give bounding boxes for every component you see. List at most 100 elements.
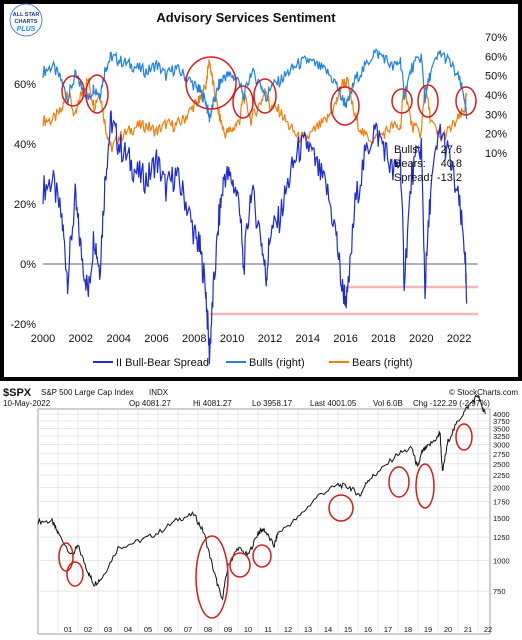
spx-x-tick-label: 17 xyxy=(384,625,392,634)
left-tick-label: 40% xyxy=(14,139,36,151)
spx-y-tick-label: 1500 xyxy=(493,514,510,523)
spx-y-tick-label: 4000 xyxy=(493,410,510,419)
highlight-circle-2002 xyxy=(85,74,109,114)
x-tick-label: 2000 xyxy=(31,333,55,345)
x-tick-label: 2002 xyxy=(69,333,93,345)
spx-y-tick-label: 2500 xyxy=(493,460,510,469)
stat-last: Last 4001.05 xyxy=(310,399,357,408)
spx-x-tick-label: 14 xyxy=(324,625,332,634)
highlight-circle-2020 xyxy=(417,84,439,118)
left-axis-ticks: 60% 40% 20% 0% -20% -40% xyxy=(10,79,36,381)
legend: II Bull-Bear Spread Bulls (right) Bears … xyxy=(93,357,413,369)
spx-y-tick-label: 3000 xyxy=(493,441,510,450)
right-tick-label: 40% xyxy=(485,90,507,102)
logo-line2: CHARTS xyxy=(15,19,38,25)
spx-x-tick-label: 10 xyxy=(244,625,252,634)
spx-y-tick-label: 1000 xyxy=(493,557,510,566)
readout-bulls-label: Bulls: xyxy=(394,144,421,156)
spx-plot-area xyxy=(37,408,491,635)
spx-date: 10-May-2022 xyxy=(3,399,51,408)
spx-exchange: INDX xyxy=(149,388,169,397)
highlight-circle-2008 xyxy=(185,56,237,110)
spx-highlight-circles xyxy=(58,423,473,619)
spx-x-tick-label: 05 xyxy=(144,625,152,634)
stat-low: Lo 3958.17 xyxy=(252,399,293,408)
spx-x-tick-label: 19 xyxy=(424,625,432,634)
left-tick-label: -20% xyxy=(10,319,36,331)
spx-y-tick-label: 1750 xyxy=(493,498,510,507)
highlight-circle-2010 xyxy=(232,85,254,119)
spx-circle-2019 xyxy=(388,466,410,498)
spx-price-line xyxy=(37,394,486,601)
right-tick-label: 20% xyxy=(485,129,507,141)
x-tick-label: 2022 xyxy=(447,333,471,345)
bulls-series-line xyxy=(42,48,468,123)
spx-x-tick-label: 01 xyxy=(64,625,72,634)
legend-label-bulls: Bulls (right) xyxy=(249,357,305,369)
spx-x-axis-ticks: 01 02 03 04 05 06 07 08 09 10 11 12 13 14 15 16 17 18 19 20… xyxy=(64,625,492,634)
spx-y-tick-label: 750 xyxy=(493,587,506,596)
readout-box: Bulls: 27.6 Bears: 40.8 Spread: -13.2 xyxy=(394,144,462,184)
highlight-circle-2011 xyxy=(253,78,277,114)
right-axis-ticks: 70% 60% 50% 40% 30% 20% 10% xyxy=(485,32,507,160)
x-tick-label: 2014 xyxy=(296,333,320,345)
spx-y-tick-label: 1250 xyxy=(493,533,510,542)
highlight-circle-2001 xyxy=(61,75,85,107)
spx-x-tick-label: 08 xyxy=(204,625,212,634)
bears-series-line xyxy=(42,59,468,153)
stat-volume: Vol 6.0B xyxy=(373,399,403,408)
spx-x-tick-label: 09 xyxy=(224,625,232,634)
logo-line1: ALL STAR xyxy=(13,12,40,18)
left-tick-label: 60% xyxy=(14,79,36,91)
spx-y-tick-label: 3750 xyxy=(493,417,510,426)
x-tick-label: 2018 xyxy=(371,333,395,345)
stat-high: Hi 4081.27 xyxy=(193,399,232,408)
chart-title: Advisory Services Sentiment xyxy=(156,10,336,25)
right-tick-label: 10% xyxy=(485,148,507,160)
spx-x-tick-label: 16 xyxy=(364,625,372,634)
right-tick-label: 70% xyxy=(485,32,507,44)
spx-x-tick-label: 15 xyxy=(344,625,352,634)
spx-y-tick-label: 3500 xyxy=(493,424,510,433)
spx-circle-2020 xyxy=(415,463,435,509)
x-tick-label: 2012 xyxy=(258,333,282,345)
spx-x-tick-label: 03 xyxy=(104,625,112,634)
sentiment-chart: ALL STAR CHARTS PLUS Advisory Services S… xyxy=(9,3,507,381)
spx-x-tick-label: 20 xyxy=(444,625,452,634)
x-tick-label: 2016 xyxy=(333,333,357,345)
right-tick-label: 50% xyxy=(485,71,507,83)
spx-source: © StockCharts.com xyxy=(449,388,518,397)
readout-spread-label: Spread: xyxy=(394,172,433,184)
readout-bears-value: 40.8 xyxy=(441,158,462,170)
spx-x-tick-label: 07 xyxy=(184,625,192,634)
spx-x-tick-label: 04 xyxy=(124,625,132,634)
spx-y-tick-label: 2750 xyxy=(493,450,510,459)
left-tick-label: 20% xyxy=(14,199,36,211)
spx-circle-2002 xyxy=(66,561,84,587)
spx-circle-2010 xyxy=(229,552,251,578)
stat-open: Op 4081.27 xyxy=(129,399,171,408)
right-tick-label: 60% xyxy=(485,51,507,63)
spx-x-tick-label: 22 xyxy=(484,625,492,634)
x-tick-label: 2020 xyxy=(409,333,433,345)
spx-symbol: $SPX xyxy=(3,387,32,399)
right-tick-label: 30% xyxy=(485,109,507,121)
stat-change: Chg -122.29 (-2.97%) xyxy=(413,399,490,408)
sentiment-highlight-circles xyxy=(61,56,477,126)
highlight-circle-2022 xyxy=(455,86,477,116)
left-tick-label: 0% xyxy=(20,259,36,271)
x-axis-ticks: 2000 2002 2004 2006 2008 2010 2012 2014 2016 2018… xyxy=(31,333,472,345)
spx-y-tick-label: 2000 xyxy=(493,483,510,492)
spx-x-tick-label: 11 xyxy=(264,625,272,634)
readout-bulls-value: 27.6 xyxy=(441,144,462,156)
spx-stats: Op 4081.27 Hi 4081.27 Lo 3958.17 Last 40… xyxy=(129,399,490,408)
highlight-circle-2016 xyxy=(330,86,360,126)
logo-line3: PLUS xyxy=(17,26,36,33)
spx-circle-2016 xyxy=(328,494,354,522)
spx-circle-2009 xyxy=(195,535,229,619)
spx-x-tick-label: 21 xyxy=(464,625,472,634)
spx-circle-2022 xyxy=(455,423,473,451)
legend-label-bears: Bears (right) xyxy=(352,357,413,369)
x-tick-label: 2004 xyxy=(106,333,130,345)
